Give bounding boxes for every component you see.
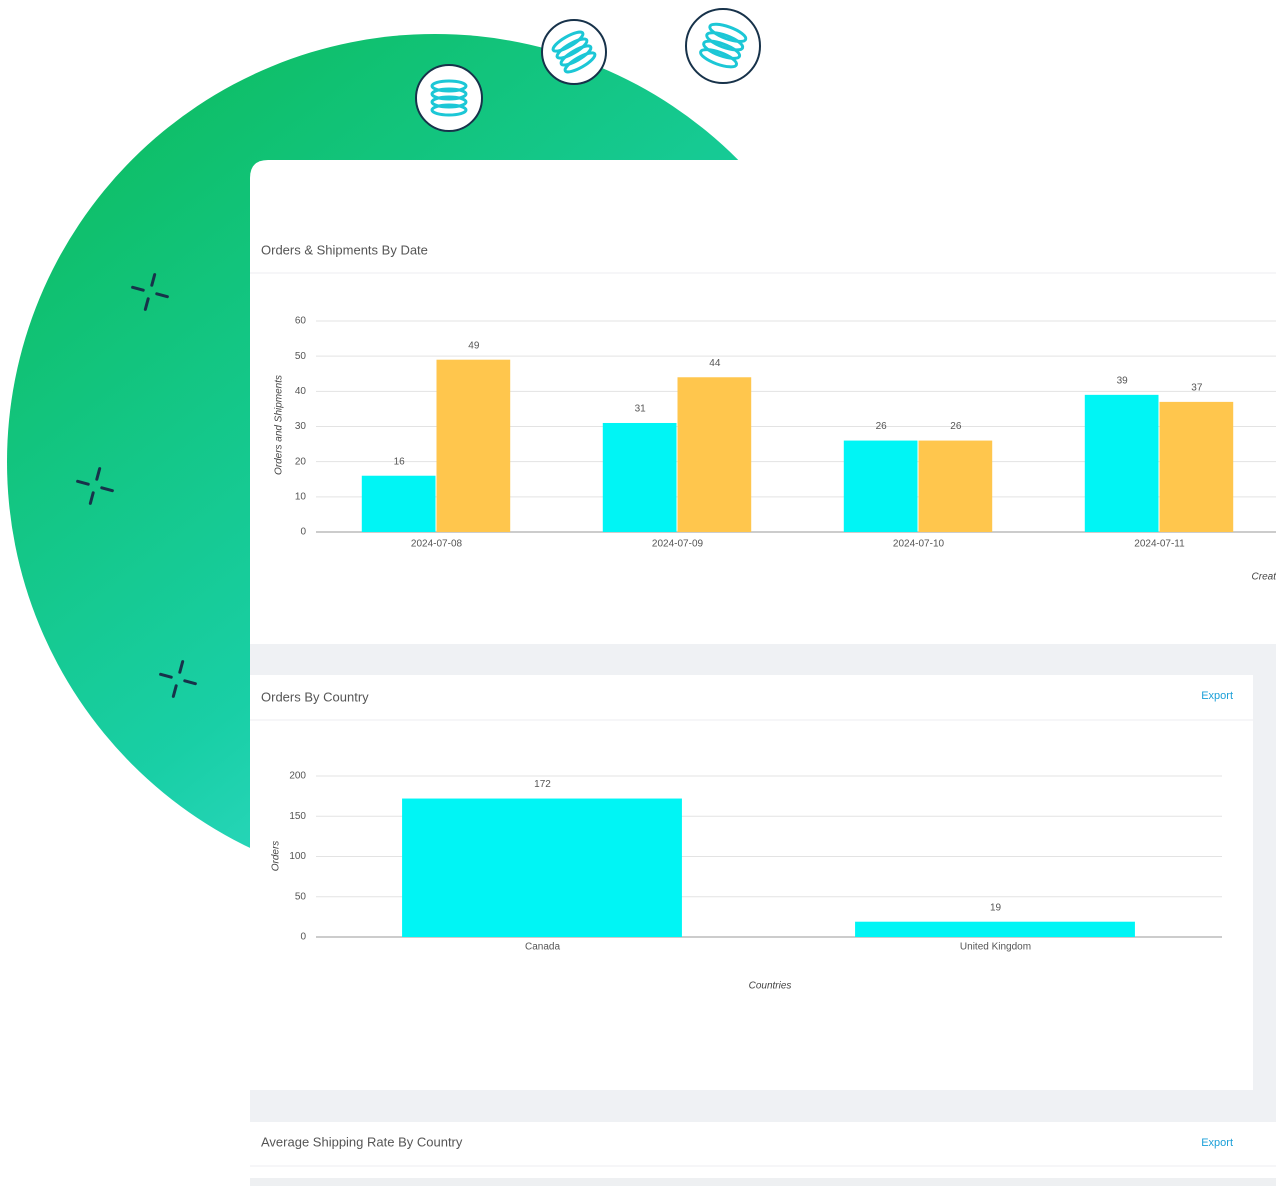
export-link[interactable]: Export — [1201, 690, 1233, 702]
data-label: 31 — [635, 404, 647, 415]
panel-title: Average Shipping Rate By Country — [261, 1134, 463, 1149]
data-label: 172 — [534, 779, 551, 790]
y-axis-title: Orders and Shipments — [274, 375, 285, 475]
bar — [918, 440, 993, 532]
bar — [1159, 401, 1234, 532]
x-axis-title: Creat — [1252, 572, 1276, 583]
panel-gap — [250, 644, 1276, 675]
data-label: 37 — [1191, 383, 1203, 394]
panel-gap — [250, 1090, 1276, 1122]
data-label: 49 — [468, 340, 480, 351]
bar — [436, 359, 511, 532]
y-tick-label: 50 — [295, 351, 307, 362]
x-tick-label: United Kingdom — [960, 942, 1031, 953]
data-label: 26 — [950, 421, 962, 432]
y-tick-label: 40 — [295, 386, 307, 397]
bar — [1084, 394, 1159, 532]
data-label: 39 — [1117, 375, 1129, 386]
y-tick-label: 150 — [289, 811, 306, 822]
export-link[interactable]: Export — [1201, 1137, 1233, 1149]
x-tick-label: 2024-07-10 — [893, 539, 945, 550]
panel-gap — [1253, 675, 1276, 1090]
data-label: 26 — [876, 421, 888, 432]
data-label: 44 — [709, 358, 721, 369]
y-tick-label: 200 — [289, 771, 306, 782]
y-tick-label: 20 — [295, 456, 307, 467]
bar — [855, 921, 1135, 937]
y-tick-label: 60 — [295, 316, 307, 327]
y-tick-label: 100 — [289, 851, 306, 862]
x-axis-title: Countries — [749, 981, 792, 992]
bar — [602, 422, 677, 532]
panel-bottom — [250, 1178, 1276, 1186]
bar — [361, 475, 436, 532]
data-label: 16 — [394, 456, 406, 467]
y-tick-label: 50 — [295, 891, 307, 902]
x-tick-label: 2024-07-08 — [411, 539, 463, 550]
sparkles — [76, 273, 197, 698]
x-tick-label: Canada — [525, 942, 560, 953]
y-tick-label: 0 — [300, 932, 306, 943]
y-axis-title: Orders — [271, 841, 282, 872]
y-tick-label: 30 — [295, 421, 307, 432]
bar — [677, 377, 752, 532]
data-label: 19 — [990, 902, 1002, 913]
bar — [402, 798, 682, 937]
y-tick-label: 10 — [295, 491, 307, 502]
y-tick-label: 0 — [300, 527, 306, 538]
panel-title: Orders By Country — [261, 689, 369, 704]
charts: 0 10 20 30 40 50 60 2024-07-08 16 49 2024-07-09 31 4… — [271, 316, 1276, 992]
x-tick-label: 2024-07-09 — [652, 539, 704, 550]
x-tick-label: 2024-07-11 — [1134, 539, 1185, 550]
bar — [843, 440, 918, 532]
panel-title: Orders & Shipments By Date — [261, 242, 428, 257]
coin-icons — [415, 8, 761, 132]
